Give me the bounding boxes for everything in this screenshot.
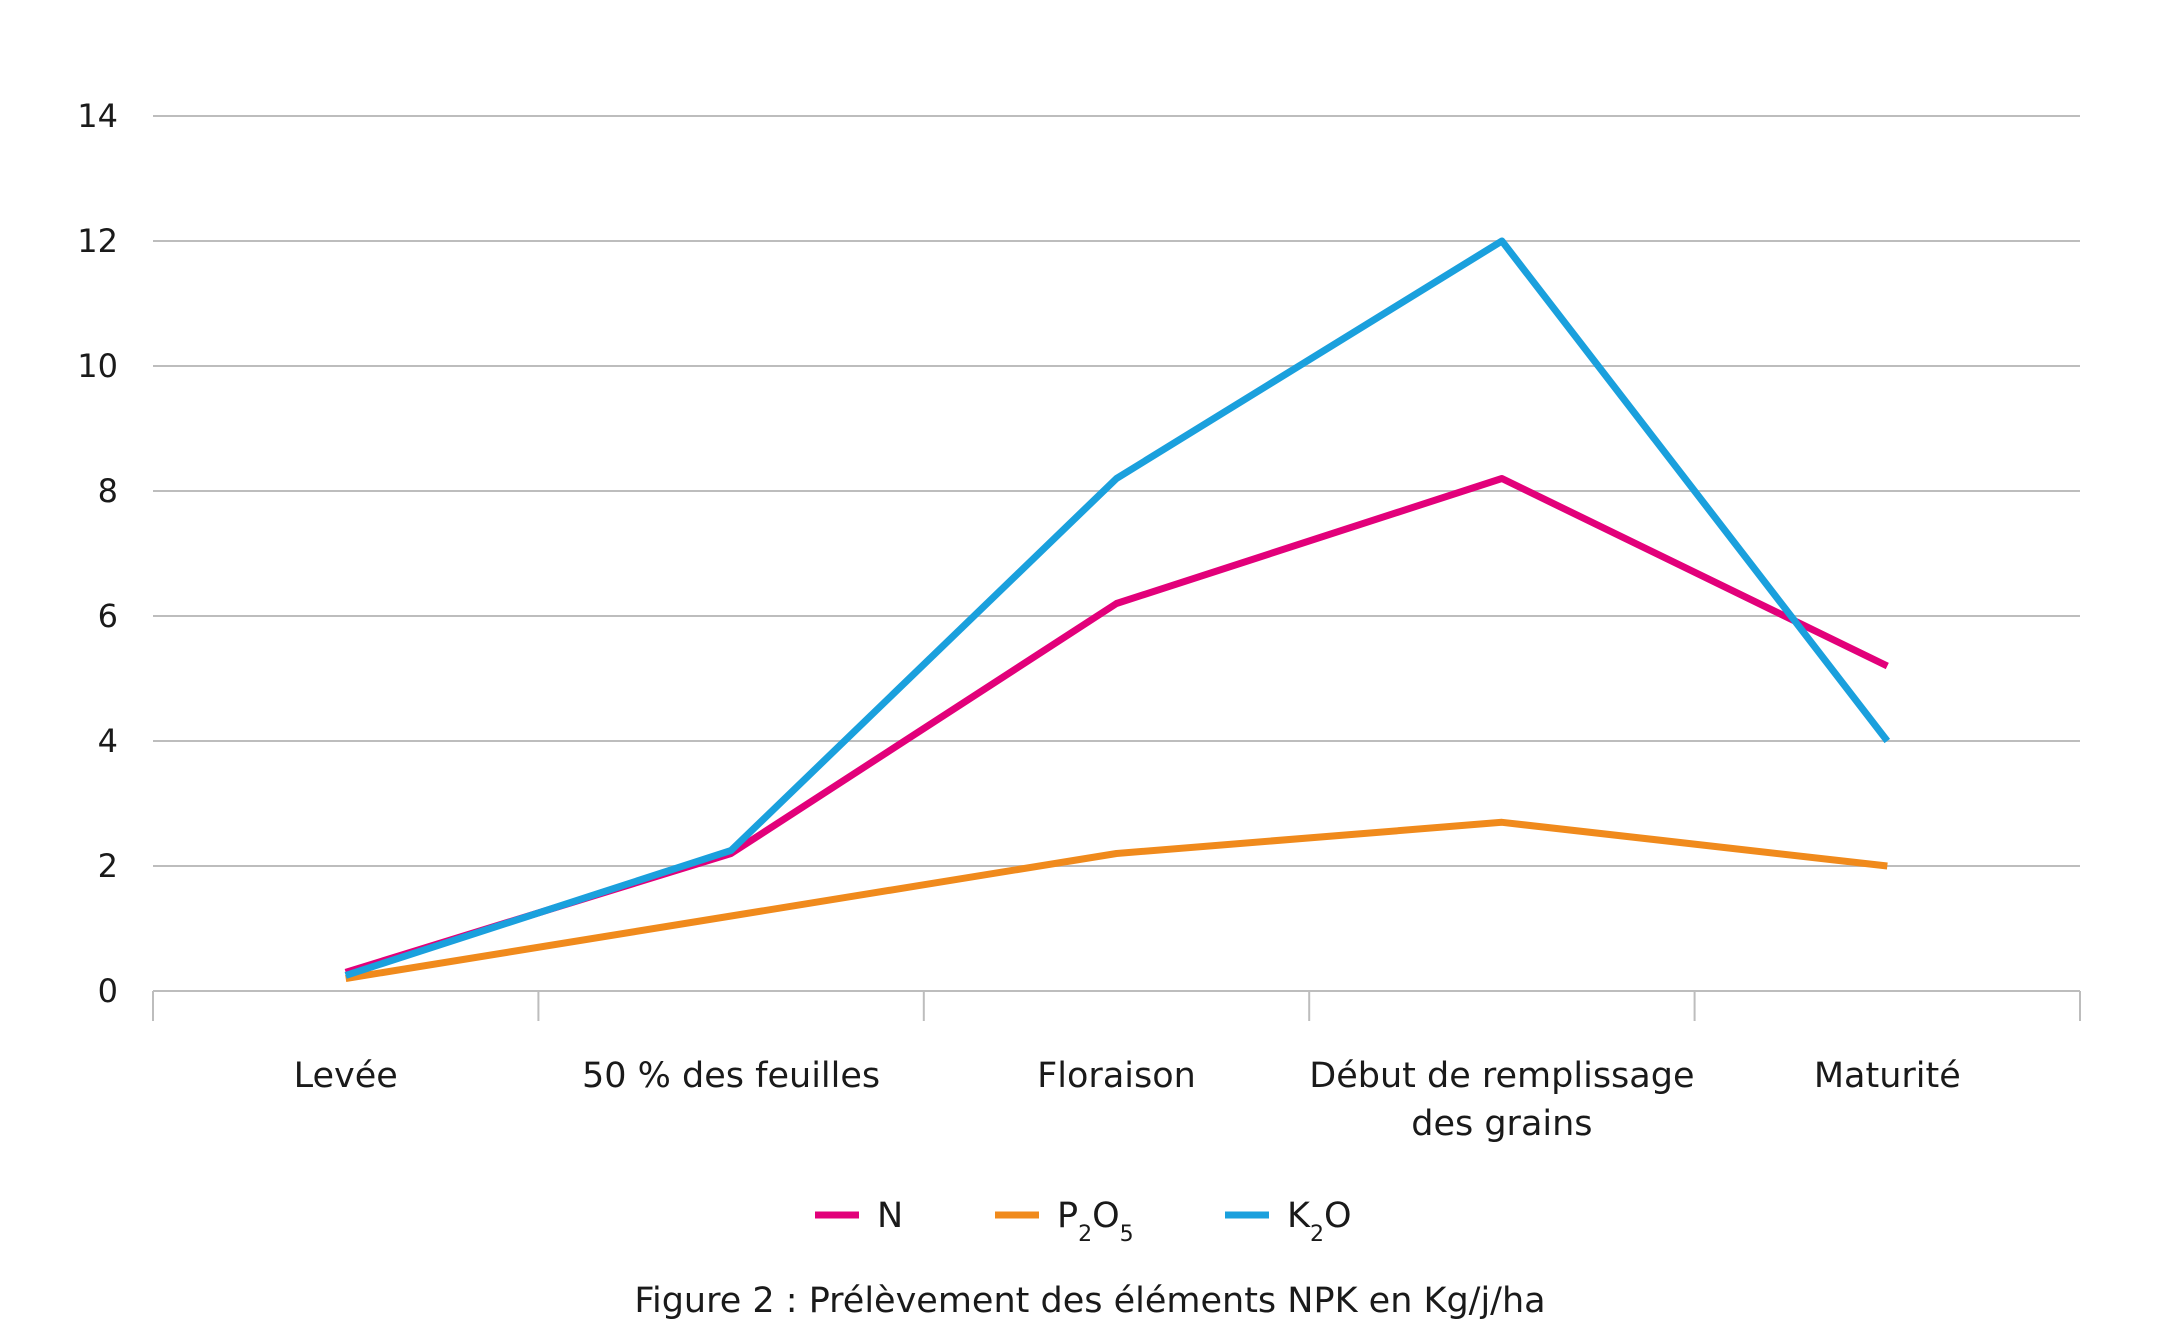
legend-label: P2O5: [1057, 1196, 1134, 1247]
legend-label: K2O: [1287, 1196, 1352, 1247]
x-axis: [152, 990, 2081, 1021]
y-tick-label: 10: [77, 347, 118, 385]
y-tick-label: 6: [98, 597, 118, 635]
y-axis-tick-labels: 0 2 4 6 8 10 12 14: [77, 97, 118, 1010]
x-category-label: 50 % des feuilles: [582, 1056, 880, 1096]
y-tick-label: 4: [98, 722, 118, 760]
y-tick-label: 12: [77, 222, 118, 260]
y-tick-label: 8: [98, 472, 118, 510]
x-category-label: Maturité: [1814, 1056, 1961, 1096]
legend: N P2O5 K2O: [815, 1196, 1352, 1247]
y-tick-label: 0: [98, 972, 118, 1010]
x-category-label: Début de remplissage des grains: [1309, 1056, 1694, 1144]
gridlines: [153, 115, 2080, 867]
y-tick-label: 2: [98, 847, 118, 885]
y-tick-label: 14: [77, 97, 118, 135]
series-lines: [344, 237, 1891, 982]
legend-label: N: [877, 1196, 903, 1236]
figure-caption: Figure 2 : Prélèvement des éléments NPK …: [634, 1281, 1545, 1321]
x-category-label: Levée: [294, 1056, 398, 1096]
x-axis-category-labels: Levée 50 % des feuilles Floraison Début de …: [294, 1056, 1961, 1144]
x-category-label: Floraison: [1037, 1056, 1196, 1096]
